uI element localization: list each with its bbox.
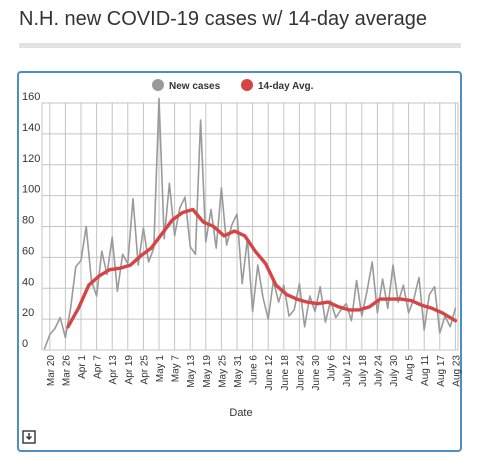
x-tick-label: June 24: [295, 355, 306, 391]
y-tick-label: 60: [22, 245, 34, 257]
x-tick-label: July 6: [327, 355, 338, 382]
y-tick-label: 100: [22, 184, 40, 196]
x-tick-label: July 24: [373, 355, 384, 387]
y-tick-label: 20: [22, 307, 34, 319]
x-tick-label: Apr 1: [77, 355, 88, 379]
x-tick-label: May 31: [233, 355, 244, 388]
x-tick-label: July 12: [342, 355, 353, 387]
y-tick-label: 160: [22, 91, 40, 103]
x-tick-label: June 30: [311, 355, 322, 391]
x-tick-label: May 19: [202, 355, 213, 388]
x-tick-label: July 18: [358, 355, 369, 387]
x-tick-label: Mar 26: [61, 355, 72, 387]
y-tick-label: 140: [22, 122, 40, 134]
x-tick-label: Aug 5: [405, 355, 416, 382]
y-tick-label: 0: [22, 338, 28, 350]
y-tick-label: 40: [22, 276, 34, 288]
x-tick-label: July 30: [389, 355, 400, 387]
x-tick-label: May 7: [171, 355, 182, 383]
page-title: N.H. new COVID-19 cases w/ 14-day averag…: [19, 8, 427, 30]
x-tick-label: Mar 20: [46, 355, 57, 387]
x-tick-label: May 13: [186, 355, 197, 388]
x-axis: Mar 20 Mar 26 Apr 1 Apr 7 Apr 13 Apr 19 Apr 25…: [46, 355, 463, 391]
y-tick-label: 80: [22, 215, 34, 227]
avg-line: [66, 207, 458, 329]
legend-marker-avg: [241, 79, 253, 91]
download-icon[interactable]: [22, 430, 36, 444]
x-tick-label: Aug 17: [436, 355, 447, 387]
x-tick-label: June 18: [280, 355, 291, 391]
y-tick-label: 120: [22, 153, 40, 165]
x-tick-label: May 1: [155, 355, 166, 383]
x-tick-label: Aug 23: [451, 355, 462, 387]
x-tick-label: Apr 25: [139, 355, 150, 385]
chart-series: [43, 97, 458, 350]
new-cases-line: [43, 97, 457, 350]
x-tick-label: June 6: [249, 355, 260, 385]
chart-legend: New cases 14-day Avg.: [152, 79, 314, 92]
x-tick-label: May 25: [217, 355, 228, 388]
legend-label-new-cases: New cases: [169, 81, 221, 92]
x-tick-label: Apr 13: [108, 355, 119, 385]
legend-label-avg: 14-day Avg.: [258, 81, 314, 92]
x-tick-label: Aug 11: [420, 355, 431, 386]
title-divider: [19, 43, 461, 48]
chart-grid: [41, 102, 459, 351]
x-tick-label: Apr 7: [93, 355, 104, 379]
legend-marker-new-cases: [152, 79, 164, 91]
x-tick-label: June 12: [264, 355, 275, 391]
x-tick-label: Apr 19: [124, 355, 135, 385]
x-axis-label: Date: [229, 407, 252, 419]
chart-container: [17, 71, 462, 452]
y-axis: 0 20 40 60 80 100 120 140 160: [22, 91, 40, 350]
